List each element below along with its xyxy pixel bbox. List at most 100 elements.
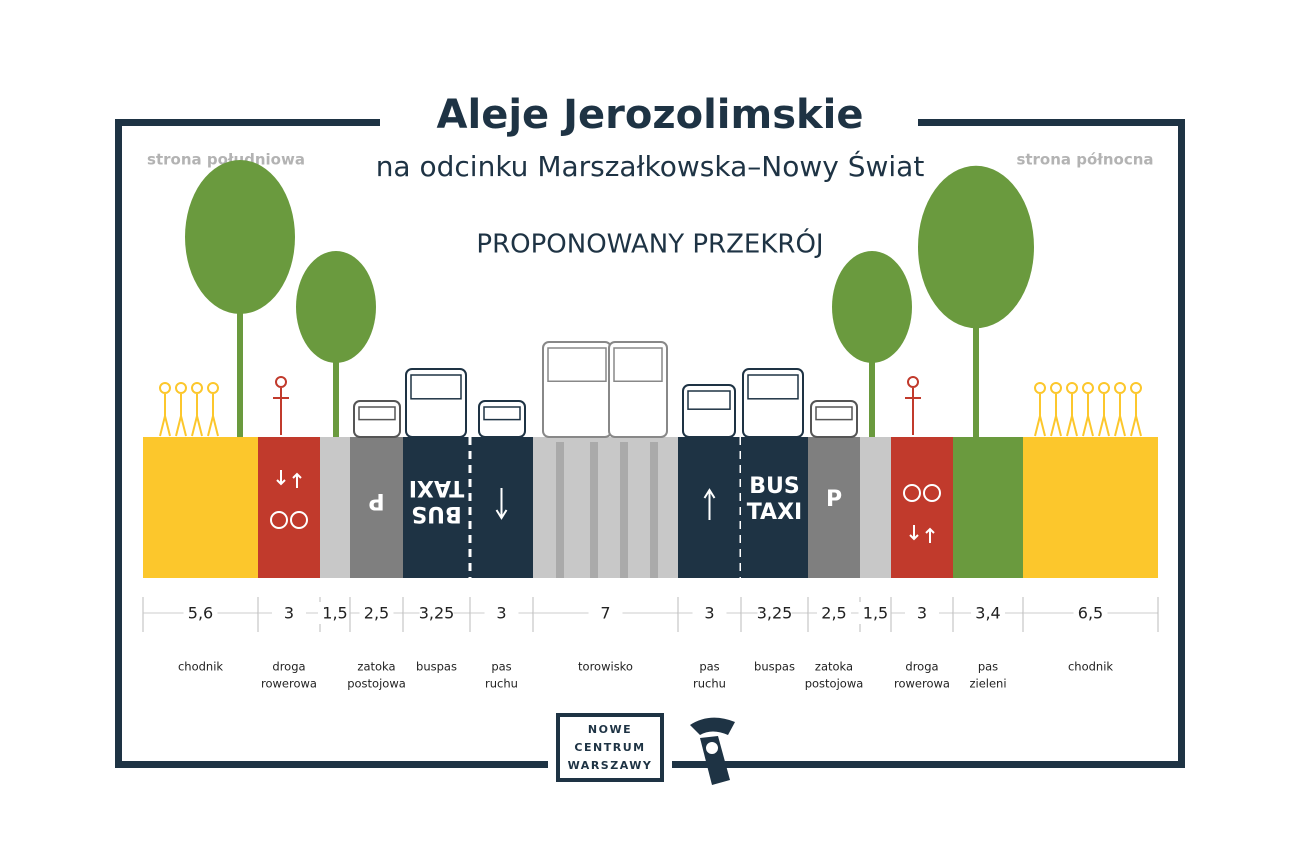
width-label: 2,5 [821,604,846,623]
width-label: 2,5 [364,604,389,623]
width-label: 5,6 [188,604,213,623]
person-head [207,382,219,394]
lane-marking: P [368,488,384,513]
logo-text: WARSZAWY [568,759,653,772]
tree-crown [185,160,295,314]
segment-name: buspas [416,660,457,674]
person-head [1034,382,1046,394]
segment-name: rowerowa [261,677,317,691]
bike-wheel [270,511,288,529]
tree-trunk [869,307,875,437]
person [1114,394,1126,437]
person [1034,394,1046,437]
label-bg [971,602,1005,624]
label-bg [272,602,306,624]
label-bg [183,602,218,624]
label-bg [817,602,851,624]
title: Aleje Jerozolimskie [437,92,864,138]
segment-name: torowisko [578,660,633,674]
marking-text: BUS [411,501,461,526]
person-head [175,382,187,394]
segment [1023,437,1158,578]
width-label: 3,4 [975,604,1000,623]
bike-wheel [923,484,941,502]
label-bg [757,602,792,624]
segment [891,437,953,578]
label-bg [588,602,623,624]
person [191,394,203,437]
person-head [159,382,171,394]
vehicle-window [613,347,663,382]
segment-name: zatoka [357,660,395,674]
marking-text: P [826,487,842,512]
segment [350,437,403,578]
person-head [1130,382,1142,394]
scene: 5,6 chodnik 3 droga rowerowa 1,5 P 2,5 zatoka pos… [142,160,1159,691]
segment [320,437,350,578]
label-bg [1073,602,1108,624]
person [207,394,219,437]
width-label: 3,25 [757,604,793,623]
person-head [1114,382,1126,394]
cyclist [273,388,289,435]
rail [590,442,598,578]
segment-name: chodnik [178,660,223,674]
vehicle-window [358,406,396,421]
width-label: 1,5 [322,604,347,623]
marking-text: TAXI [747,500,802,525]
section-title: PROPONOWANY PRZEKRÓJ [476,228,823,260]
label-bg [419,602,454,624]
segment-name: zatoka [815,660,853,674]
segment [860,437,891,578]
person [1098,394,1110,437]
side-label: strona północna [1016,151,1153,169]
logo-text: CENTRUM [574,741,645,754]
person [175,394,187,437]
segment-name: pas [491,660,511,674]
frame [115,119,1185,768]
segment [953,437,1023,578]
person [1050,394,1062,437]
bike-wheel [290,511,308,529]
segment-name: pas [978,660,998,674]
width-label: 6,5 [1078,604,1103,623]
rail [650,442,658,578]
vehicle-window [483,406,521,421]
tree-crown [296,251,376,363]
person [1082,394,1094,437]
width-label: 1,5 [863,604,888,623]
width-label: 3 [496,604,506,623]
segment-name: ruchu [485,677,518,691]
person-head [1066,382,1078,394]
tree-trunk [973,247,979,437]
arrow [495,488,508,520]
segment [808,437,860,578]
logo-box [556,713,664,782]
cyclist-head [275,376,287,388]
side-label: strona południowa [147,151,305,169]
segment [403,437,470,578]
segment-name: postojowa [805,677,864,691]
tree-trunk [237,237,243,437]
width-label: 3 [284,604,294,623]
segment [741,437,808,578]
cyclist-head [907,376,919,388]
marking-text: P [368,488,384,513]
vehicle-window [410,374,462,400]
person [1130,394,1142,437]
tree-crown [918,165,1034,329]
lane-marking: P [826,487,842,512]
person-head [1098,382,1110,394]
segment-name: droga [272,660,305,674]
segment [143,437,258,578]
logo-text: NOWE [588,723,632,736]
arrows [276,470,302,488]
cyclist [905,388,921,435]
segment-name: postojowa [347,677,406,691]
segment [258,437,320,578]
width-label: 7 [600,604,610,623]
segment-name: buspas [754,660,795,674]
label-bg [905,602,939,624]
